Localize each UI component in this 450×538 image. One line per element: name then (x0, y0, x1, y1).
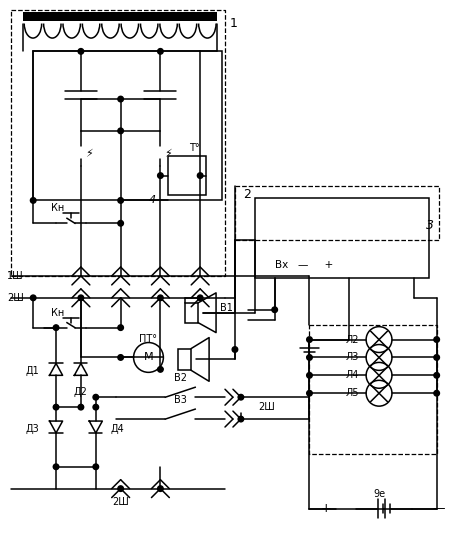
Text: 1Ш: 1Ш (7, 271, 24, 281)
Circle shape (118, 325, 123, 330)
Text: —: — (432, 502, 445, 515)
Text: Кн: Кн (51, 308, 64, 318)
Text: Д2: Д2 (74, 387, 88, 397)
Circle shape (232, 346, 238, 352)
Text: Д1: Д1 (25, 366, 39, 377)
Text: Л5: Л5 (346, 388, 359, 398)
Text: В2: В2 (174, 373, 187, 383)
Circle shape (158, 48, 163, 54)
Text: 4: 4 (148, 195, 155, 206)
Circle shape (53, 325, 59, 330)
Bar (255, 199, 429, 278)
Text: В3: В3 (174, 395, 187, 405)
Circle shape (118, 355, 123, 360)
Circle shape (93, 464, 99, 470)
Circle shape (118, 486, 123, 491)
Text: ⚡: ⚡ (164, 148, 172, 159)
Circle shape (31, 295, 36, 301)
Text: Вх   —     +: Вх — + (274, 260, 333, 270)
Circle shape (307, 337, 312, 342)
Circle shape (307, 391, 312, 396)
Text: Л2: Л2 (346, 335, 359, 344)
Circle shape (118, 96, 123, 102)
Circle shape (158, 295, 163, 301)
Circle shape (78, 295, 84, 301)
Text: 2: 2 (243, 188, 251, 202)
Circle shape (78, 48, 84, 54)
Circle shape (53, 405, 59, 410)
Circle shape (93, 394, 99, 400)
Circle shape (307, 355, 312, 360)
Bar (23, 12, 217, 20)
Circle shape (93, 405, 99, 410)
Circle shape (198, 173, 203, 179)
Text: M: M (144, 352, 153, 363)
Text: Л4: Л4 (346, 370, 359, 380)
Circle shape (434, 355, 440, 360)
Text: +: + (321, 502, 332, 515)
Text: Д4: Д4 (111, 424, 125, 434)
Circle shape (53, 464, 59, 470)
Text: Т°: Т° (189, 143, 200, 153)
Text: В1: В1 (220, 303, 233, 313)
Circle shape (434, 391, 440, 396)
Circle shape (307, 372, 312, 378)
Text: 2Ш: 2Ш (258, 402, 274, 412)
Bar (178, 349, 191, 370)
Circle shape (238, 394, 244, 400)
Circle shape (118, 128, 123, 133)
Text: Д3: Д3 (25, 424, 39, 434)
Circle shape (78, 405, 84, 410)
Circle shape (198, 295, 203, 301)
Circle shape (158, 486, 163, 491)
Circle shape (238, 416, 244, 422)
Circle shape (272, 307, 278, 313)
Text: ПТ°: ПТ° (140, 334, 158, 344)
Circle shape (434, 337, 440, 342)
Text: 1: 1 (230, 17, 238, 30)
Circle shape (158, 173, 163, 179)
Text: 2Ш: 2Ш (7, 293, 24, 303)
Circle shape (118, 197, 123, 203)
Text: Л3: Л3 (346, 352, 359, 363)
Bar (33, 51, 222, 201)
Bar (168, 155, 206, 195)
Text: 2Ш: 2Ш (112, 497, 129, 507)
Text: 3: 3 (426, 219, 434, 232)
Bar (185, 303, 198, 323)
Circle shape (158, 366, 163, 372)
Text: Кн: Кн (51, 203, 64, 214)
Circle shape (31, 197, 36, 203)
Circle shape (434, 372, 440, 378)
Circle shape (118, 221, 123, 226)
Text: ⚡: ⚡ (85, 148, 93, 159)
Text: 9е: 9е (373, 489, 385, 499)
